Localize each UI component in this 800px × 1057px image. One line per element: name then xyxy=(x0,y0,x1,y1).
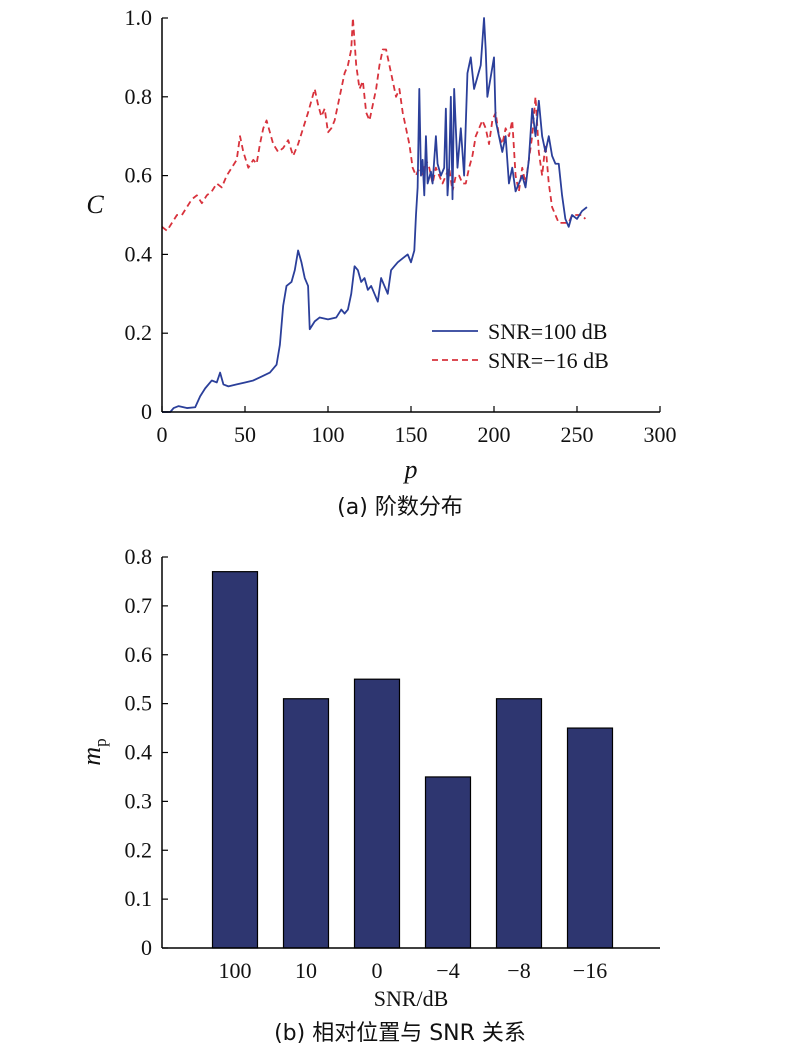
chart-b-x-tick-label: −8 xyxy=(507,958,530,983)
chart-b-y-tick-label: 0 xyxy=(141,935,152,960)
chart-a-x-tick-label: 0 xyxy=(157,422,168,447)
chart-a-x-tick-label: 50 xyxy=(234,422,256,447)
chart-a-y-tick-label: 1.0 xyxy=(125,5,153,30)
bar-snr-minus16 xyxy=(566,727,614,949)
chart-a-y-tick-label: 0.6 xyxy=(125,163,153,188)
chart-b-y-axis-title-sub: p xyxy=(91,738,110,747)
chart-b-x-tick-label: 0 xyxy=(372,958,383,983)
chart-a-legend: SNR=100 dB SNR=−16 dB xyxy=(432,319,609,373)
chart-b-bars xyxy=(211,571,614,949)
chart-a-series xyxy=(161,17,588,413)
chart-a-x-tick-label: 250 xyxy=(561,422,594,447)
chart-b-axes xyxy=(161,557,660,949)
bar-snr-minus8 xyxy=(495,698,543,949)
chart-b-y-axis-title-main: m xyxy=(77,747,106,766)
chart-a-caption: (a) 阶数分布 xyxy=(337,495,463,520)
bar-snr-10 xyxy=(282,698,330,949)
chart-a-y-tick-label: 0 xyxy=(141,399,152,424)
chart-a-x-tick-label: 200 xyxy=(478,422,511,447)
chart-a-ticks: 0 50 100 150 200 250 300 0 0.2 0.4 0.6 0.8 1.0 xyxy=(125,5,677,447)
chart-b-x-axis-title: SNR/dB xyxy=(374,986,449,1011)
chart-b-y-axis-title: mp xyxy=(77,738,110,765)
series-line-snr-minus16 xyxy=(161,17,586,232)
bar-snr-100 xyxy=(211,571,259,949)
series-line-snr-100 xyxy=(162,17,588,413)
chart-b-caption: (b) 相对位置与 SNR 关系 xyxy=(274,1021,526,1046)
chart-b-y-tick-label: 0.2 xyxy=(125,837,153,862)
chart-a-y-tick-label: 0.2 xyxy=(125,320,153,345)
chart-b-y-tick-label: 0.3 xyxy=(125,788,153,813)
chart-b-y-tick-label: 0.1 xyxy=(125,886,153,911)
chart-a-axes xyxy=(161,18,660,413)
chart-a-x-axis-title: p xyxy=(403,455,418,484)
legend-label: SNR=−16 dB xyxy=(488,348,609,373)
chart-a-y-tick-label: 0.4 xyxy=(125,241,153,266)
chart-b-x-tick-label: −16 xyxy=(573,958,607,983)
chart-b-y-tick-label: 0.6 xyxy=(125,642,153,667)
chart-b-y-tick-label: 0.7 xyxy=(125,593,153,618)
chart-b-x-tick-label: −4 xyxy=(436,958,459,983)
chart-a-y-axis-title: C xyxy=(86,190,104,219)
bar-snr-minus4 xyxy=(424,776,472,949)
chart-b-y-tick-label: 0.4 xyxy=(125,740,153,765)
chart-a-x-tick-label: 150 xyxy=(395,422,428,447)
legend-label: SNR=100 dB xyxy=(488,319,607,344)
bar-snr-0 xyxy=(353,678,401,949)
chart-a-x-tick-label: 100 xyxy=(312,422,345,447)
chart-a-y-tick-label: 0.8 xyxy=(125,84,153,109)
chart-b-x-tick-label: 100 xyxy=(219,958,252,983)
chart-b-y-tick-label: 0.8 xyxy=(125,544,153,569)
chart-b-y-tick-label: 0.5 xyxy=(125,691,153,716)
order-distribution-chart: 0 50 100 150 200 250 300 0 0.2 0.4 0.6 0.8 1.0 C p S… xyxy=(86,5,676,520)
chart-b-x-tick-label: 10 xyxy=(295,958,317,983)
chart-a-x-tick-label: 300 xyxy=(644,422,677,447)
